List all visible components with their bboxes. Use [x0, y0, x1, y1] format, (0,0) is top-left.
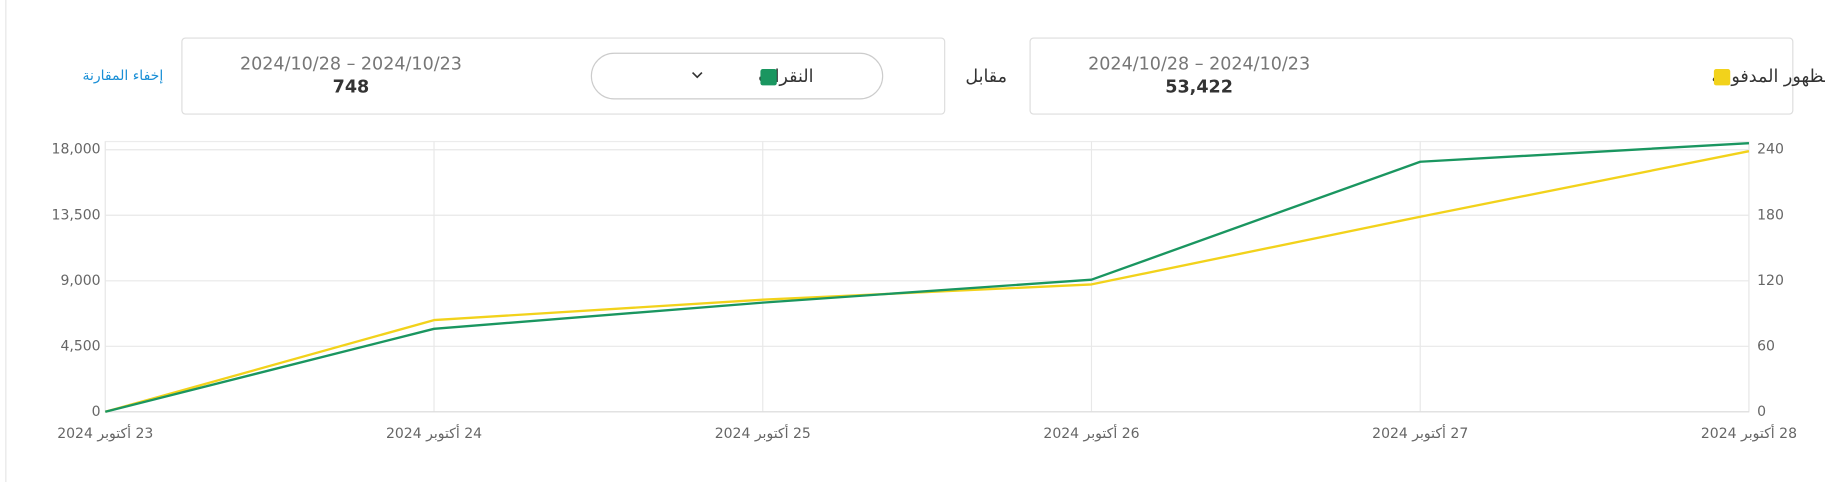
- hide-comparison-link[interactable]: إخفاء المقارنة: [82, 68, 163, 84]
- y2-tick-label: 60: [1757, 338, 1775, 354]
- x-tick-label: 25 أكتوبر 2024: [715, 424, 811, 442]
- y2-tick-label: 180: [1757, 207, 1784, 223]
- x-tick-label: 26 أكتوبر 2024: [1043, 424, 1139, 442]
- date-range: 2024/10/28 – 2024/10/23: [240, 54, 462, 74]
- legend-swatch: [1713, 69, 1731, 86]
- legend-swatch: [760, 69, 777, 86]
- x-tick-label: 27 أكتوبر 2024: [1372, 424, 1468, 442]
- series-line: [104, 150, 1750, 413]
- x-tick-label: 24 أكتوبر 2024: [386, 424, 482, 442]
- y-tick-label: 0: [92, 404, 101, 420]
- plot: 0 4,500 9,000 13,500 18,000 0 60 120 180 240 23 أك…: [52, 140, 1797, 442]
- x-tick-label: 23 أكتوبر 2024: [57, 424, 153, 442]
- y-tick-label: 13,500: [52, 207, 101, 223]
- versus-label: مقابل: [965, 67, 1007, 87]
- metric-dropdown[interactable]: [590, 52, 884, 100]
- y-tick-label: 4,500: [60, 338, 100, 354]
- x-tick-label: 28 أكتوبر 2024: [1701, 424, 1797, 442]
- y2-tick-label: 240: [1757, 142, 1784, 158]
- y2-tick-label: 0: [1757, 404, 1766, 420]
- metric-total: 748: [333, 78, 370, 98]
- metric-name: مرات الظهور المدفوعة: [1712, 67, 1825, 87]
- y2-tick-label: 120: [1757, 273, 1784, 289]
- metric-total: 53,422: [1165, 78, 1233, 98]
- y-tick-label: 18,000: [52, 142, 101, 158]
- y-tick-label: 9,000: [60, 273, 100, 289]
- metric-card: [1029, 37, 1794, 115]
- series-line: [105, 142, 1750, 413]
- chevron[interactable]: [691, 71, 703, 79]
- plot-frame: [104, 140, 1750, 413]
- date-range: 2024/10/28 – 2024/10/23: [1088, 54, 1310, 74]
